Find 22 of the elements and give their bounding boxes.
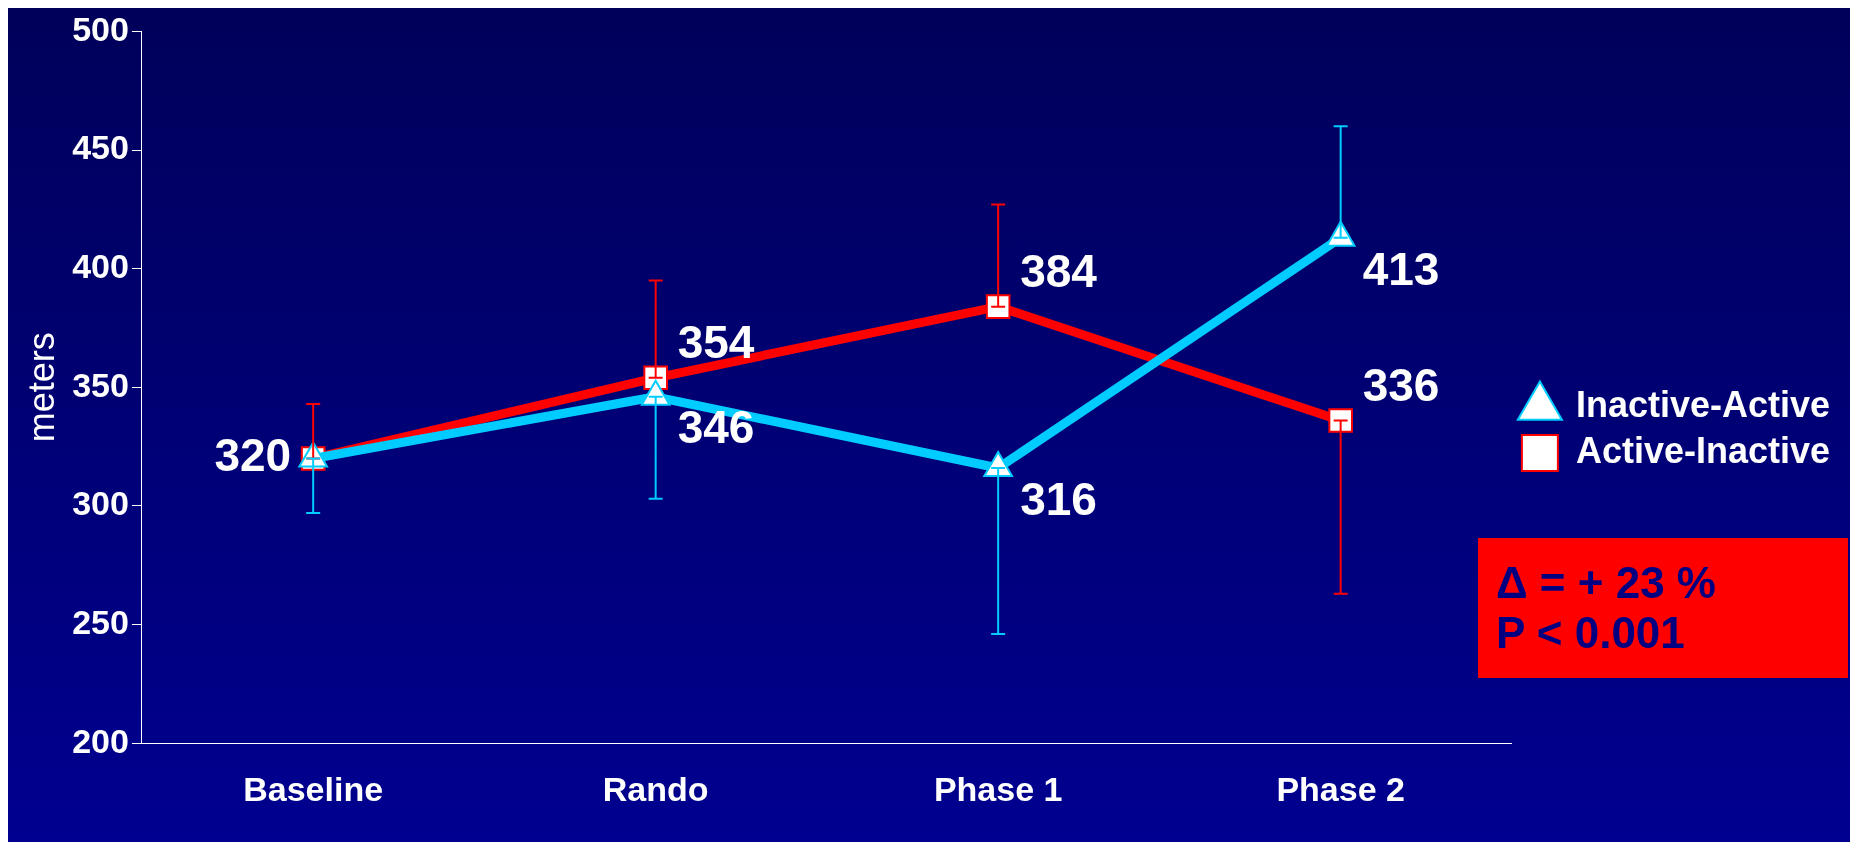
y-tick-label: 450 (72, 128, 129, 167)
y-tick-label: 300 (72, 484, 129, 523)
data-label: 384 (1020, 245, 1098, 298)
data-label: 316 (1020, 472, 1097, 525)
y-tick-label: 200 (72, 721, 129, 760)
annotation: Δ = + 23 % P < 0.001 (1496, 558, 1716, 658)
x-tick-label: Baseline (243, 769, 384, 808)
data-label: 336 (1362, 359, 1440, 412)
y-tick-label: 350 (72, 365, 129, 404)
y-tick-label: 400 (72, 247, 129, 286)
x-tick-label: Rando (602, 769, 709, 808)
y-tick-label: 500 (72, 9, 129, 48)
legend-label: Active-Inactive (1575, 429, 1830, 471)
data-label: 320 (214, 429, 292, 482)
x-tick-label: Phase 1 (933, 769, 1063, 808)
x-tick-label: Phase 2 (1276, 769, 1405, 808)
y-axis-title: meters (20, 332, 62, 443)
data-label: 346 (677, 401, 755, 454)
data-label: 354 (677, 316, 755, 369)
y-tick-label: 250 (72, 602, 129, 641)
data-label: 413 (1362, 242, 1440, 295)
legend-label: Inactive-Active (1575, 383, 1830, 425)
